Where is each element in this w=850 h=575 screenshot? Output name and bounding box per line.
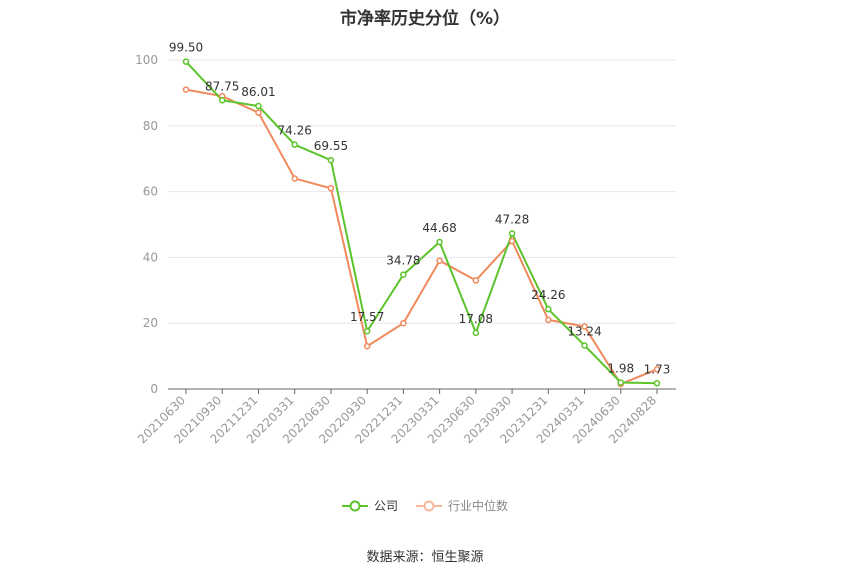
data-label-company: 17.57 [350, 310, 384, 324]
data-point-company [182, 58, 190, 65]
data-label-company: 44.68 [422, 221, 456, 235]
data-point-industry-median [653, 366, 661, 373]
data-label-company: 1.73 [644, 362, 671, 376]
data-point-company [472, 329, 480, 337]
legend-swatch-industry-median [416, 500, 442, 511]
data-point-industry-median [508, 237, 516, 245]
data-point-industry-median [255, 109, 262, 116]
data-point-company [400, 271, 407, 278]
series-lines [185, 60, 658, 386]
legend-label-industry-median: 行业中位数 [448, 499, 509, 513]
data-point-company [653, 380, 661, 387]
data-point-industry-median [581, 323, 588, 330]
data-point-company [291, 141, 298, 148]
data-label-company: 69.55 [314, 139, 348, 153]
y-tick-label: 40 [143, 250, 158, 264]
source-note: 数据来源：恒生聚源 [366, 550, 484, 565]
data-point-company [363, 327, 371, 335]
data-point-industry-median [182, 86, 190, 93]
data-points [182, 58, 661, 388]
data-point-company [327, 156, 335, 164]
legend: 公司 行业中位数 [0, 497, 850, 514]
legend-item-company[interactable]: 公司 [341, 497, 398, 514]
data-point-company [508, 230, 516, 237]
data-point-industry-median [363, 342, 371, 350]
data-point-industry-median [291, 175, 298, 182]
data-label-company: 24.26 [531, 288, 565, 302]
data-label-company: 86.01 [241, 85, 275, 99]
data-point-industry-median [472, 277, 480, 284]
series-line-industry-median [185, 88, 658, 386]
y-tick-label: 80 [143, 119, 158, 133]
data-point-company [581, 342, 588, 349]
data-point-company [218, 97, 226, 104]
y-tick-label: 0 [150, 382, 158, 396]
y-tick-label: 60 [143, 185, 158, 199]
data-label-company: 87.75 [205, 79, 239, 93]
axes: 0204060801002021063020210930202112312022… [135, 53, 676, 446]
data-label-company: 13.24 [567, 324, 601, 338]
data-point-industry-median [545, 316, 552, 324]
grid-lines [168, 59, 676, 324]
data-label-company: 34.78 [386, 254, 420, 268]
data-point-company [617, 379, 625, 386]
legend-label-company: 公司 [373, 499, 398, 513]
data-point-industry-median [400, 319, 407, 327]
data-point-industry-median [436, 257, 443, 264]
data-label-company: 1.98 [607, 361, 634, 375]
y-tick-label: 100 [135, 53, 158, 67]
data-point-company [545, 305, 552, 313]
data-point-industry-median [327, 185, 335, 192]
series-line-company [185, 60, 658, 385]
data-point-company [436, 238, 443, 246]
data-point-company [255, 102, 262, 110]
y-tick-label: 20 [143, 316, 158, 330]
data-label-company: 74.26 [278, 124, 312, 138]
data-label-company: 47.28 [495, 212, 529, 226]
legend-swatch-company [341, 500, 368, 511]
chart-title: 市净率历史分位（%） [339, 9, 511, 29]
legend-item-industry-median[interactable]: 行业中位数 [416, 497, 508, 514]
data-label-company: 17.08 [459, 312, 493, 326]
data-label-company: 99.50 [169, 41, 203, 55]
